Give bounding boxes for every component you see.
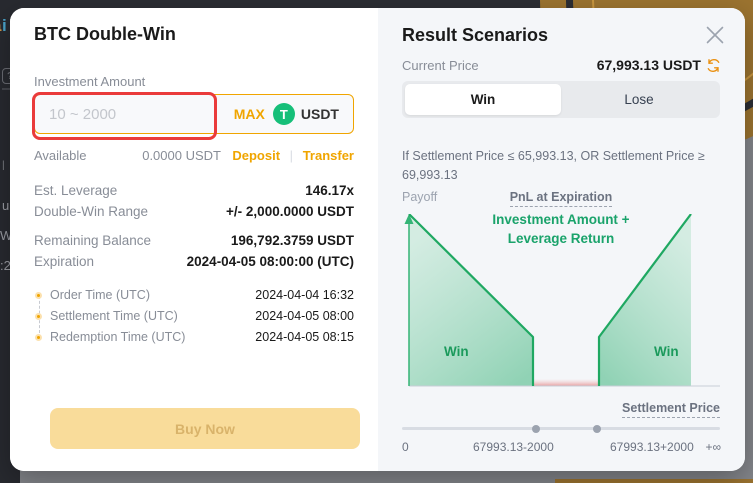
svg-text:Win: Win: [444, 344, 469, 359]
svg-text:Win: Win: [654, 344, 679, 359]
